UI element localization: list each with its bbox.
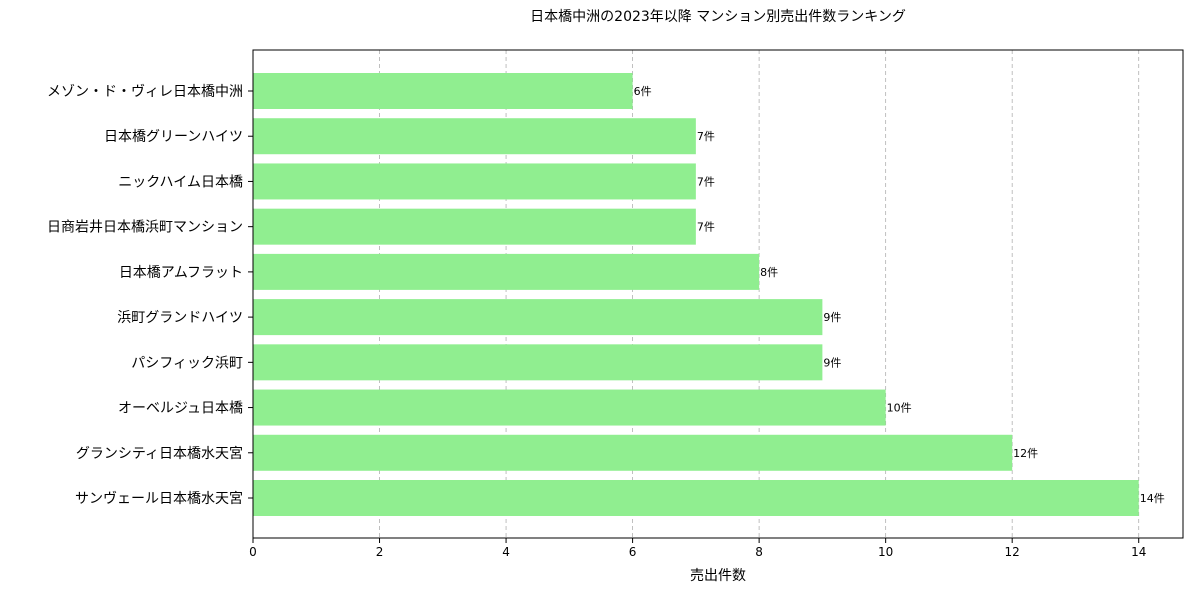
y-category-label: メゾン・ド・ヴィレ日本橋中洲 (47, 83, 243, 100)
x-tick-label: 2 (376, 545, 384, 559)
data-label: 9件 (823, 311, 841, 324)
bar (253, 299, 823, 336)
y-category-label: グランシティ日本橋水天宮 (76, 446, 243, 462)
x-tick-label: 12 (1005, 545, 1020, 559)
bars (253, 73, 1139, 516)
bar (253, 118, 696, 155)
y-category-label: ニックハイム日本橋 (118, 174, 243, 190)
chart-title: 日本橋中洲の2023年以降 マンション別売出件数ランキング (530, 9, 906, 25)
y-category-label: 日本橋アムフラット (119, 265, 243, 281)
y-category-label: 浜町グランドハイツ (117, 310, 243, 326)
bar (253, 344, 823, 381)
data-label: 8件 (760, 266, 778, 279)
x-tick-label: 14 (1131, 545, 1146, 559)
bar (253, 480, 1139, 516)
data-label: 9件 (823, 356, 841, 369)
x-axis-ticks: 0 2 4 6 8 10 12 14 (249, 538, 1146, 559)
plot-frame (252, 49, 1184, 539)
bar (253, 73, 633, 109)
y-category-label: パシフィック浜町 (131, 355, 243, 371)
y-category-label: オーベルジュ日本橋 (118, 401, 243, 417)
x-tick-label: 8 (755, 545, 763, 559)
data-labels: 6件 7件 7件 7件 8件 9件 9件 10件 12件 14件 (634, 85, 1165, 505)
bar (253, 253, 760, 290)
data-label: 7件 (697, 130, 715, 143)
data-label: 6件 (634, 85, 652, 98)
y-category-label: サンヴェール日本橋水天宮 (75, 490, 243, 507)
data-label: 14件 (1140, 492, 1165, 505)
x-axis-title: 売出件数 (690, 568, 746, 584)
data-label: 7件 (697, 221, 715, 234)
data-label: 7件 (697, 175, 715, 188)
x-tick-label: 0 (249, 545, 257, 559)
bar (253, 163, 696, 200)
y-category-label: 日商岩井日本橋浜町マンション (47, 220, 243, 236)
data-label: 12件 (1013, 447, 1038, 460)
x-tick-label: 6 (629, 545, 637, 559)
x-tick-label: 10 (878, 545, 893, 559)
bar (253, 208, 696, 245)
y-category-label: 日本橋グリーンハイツ (104, 129, 243, 145)
data-label: 10件 (887, 402, 912, 415)
y-axis-categories: メゾン・ド・ヴィレ日本橋中洲日本橋グリーンハイツニックハイム日本橋日商岩井日本橋… (47, 83, 253, 507)
bar (253, 389, 886, 426)
x-tick-label: 4 (502, 545, 510, 559)
bar (253, 434, 1013, 471)
